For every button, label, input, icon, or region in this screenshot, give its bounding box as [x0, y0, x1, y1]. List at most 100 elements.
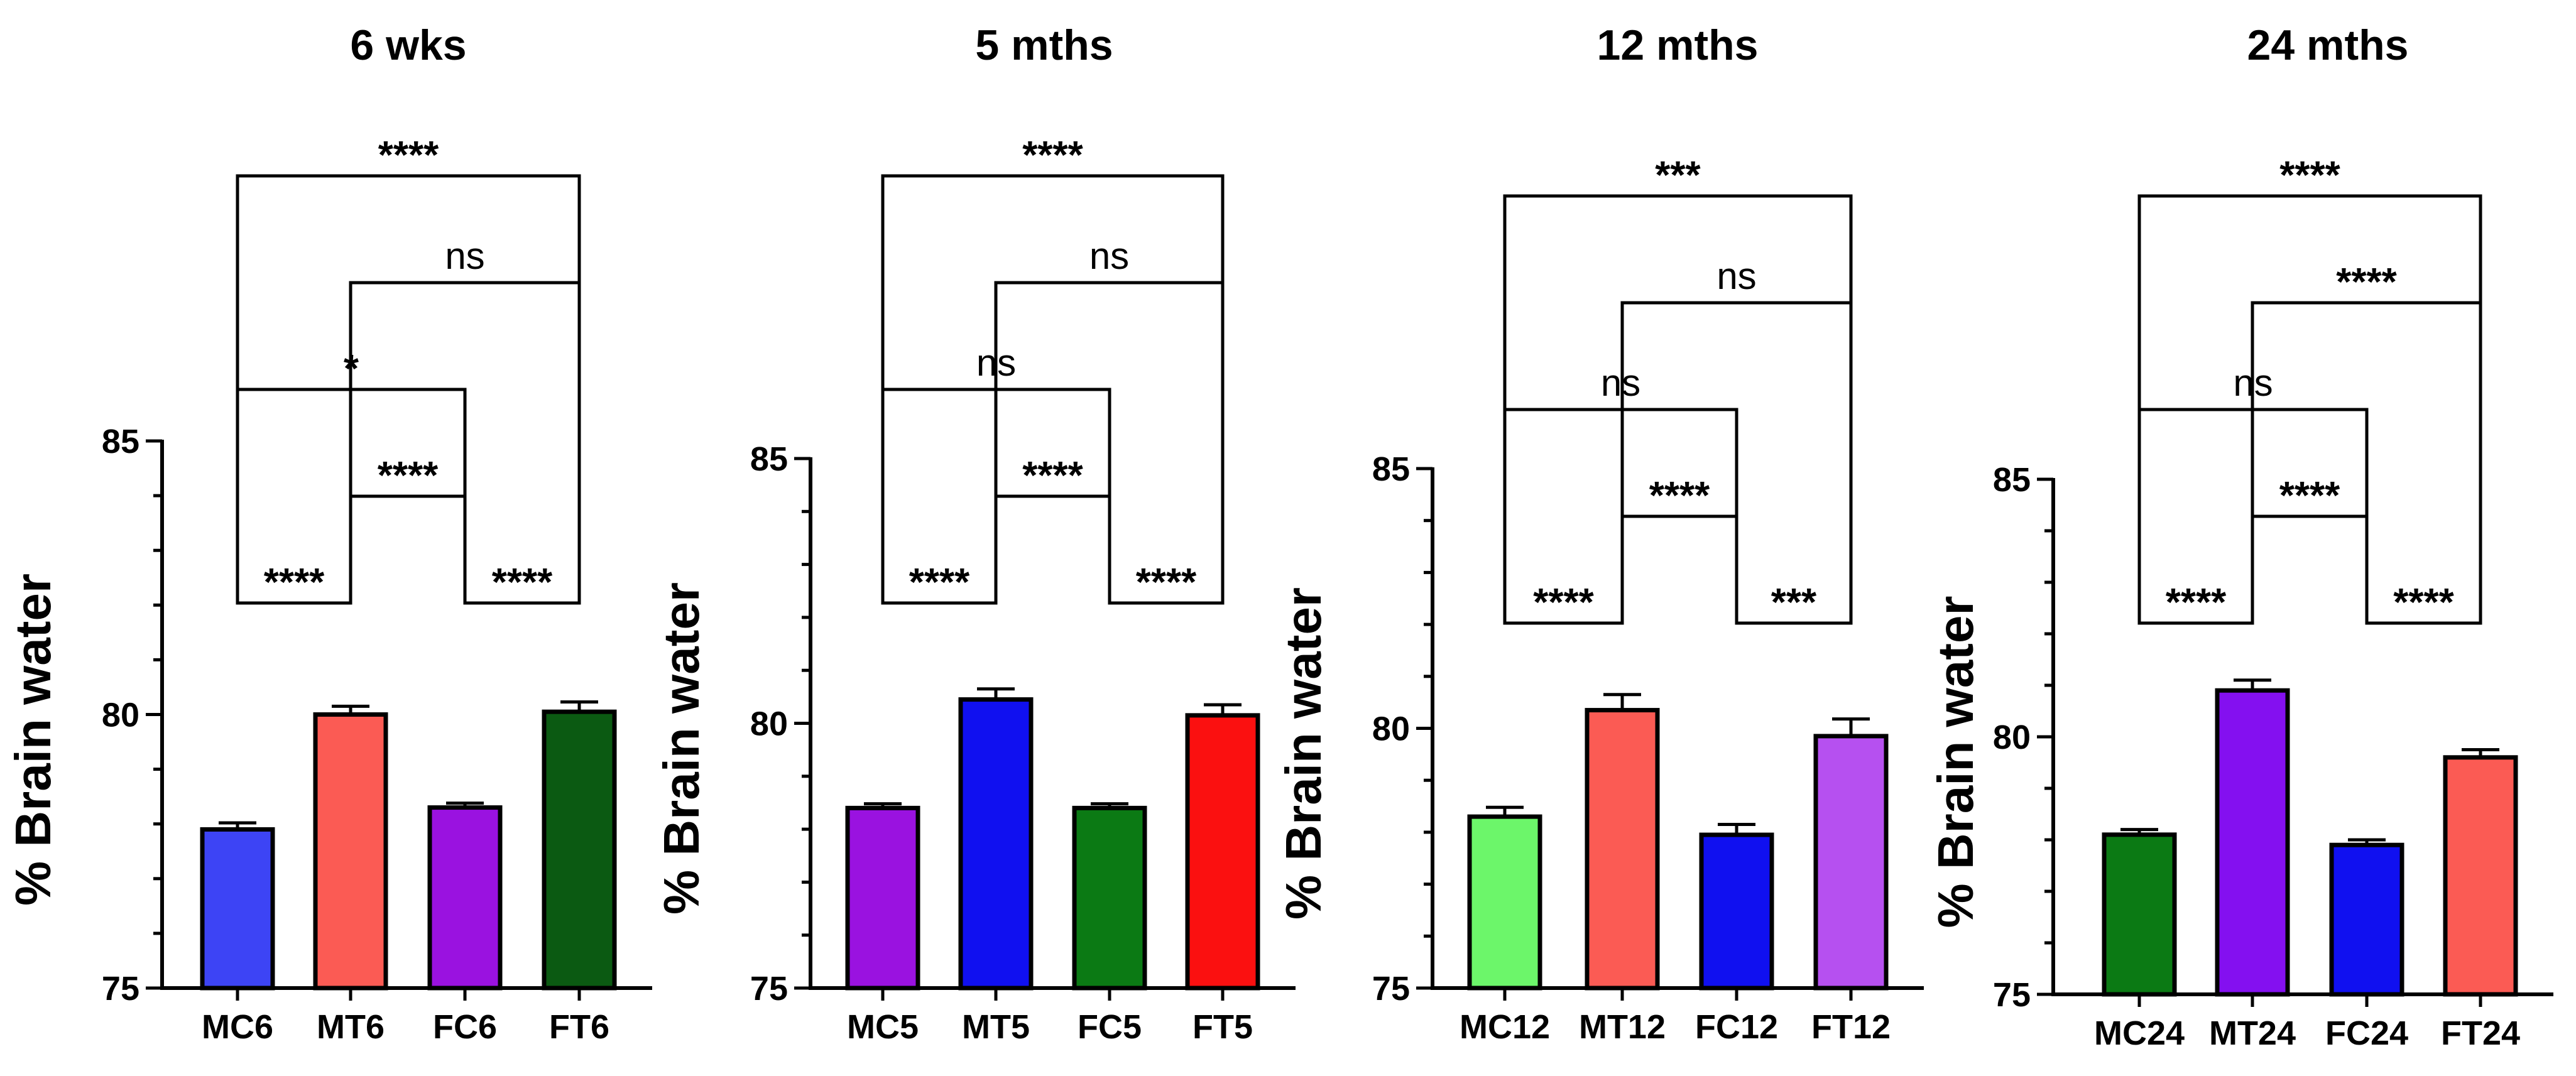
- bar-FT24: [2443, 755, 2518, 997]
- bar-FT12: [1813, 734, 1889, 991]
- significance-bracket: [1108, 565, 1225, 605]
- bar-MC5: [845, 805, 920, 991]
- significance-label: ns: [2233, 362, 2273, 404]
- y-tick-label: 85: [1993, 461, 2031, 499]
- significance-label: ****: [378, 454, 439, 497]
- significance-bracket: [994, 494, 1111, 565]
- bar-FC24: [2329, 842, 2404, 997]
- bar-FC5: [1072, 805, 1147, 991]
- bar-FT5: [1185, 713, 1260, 991]
- bar-MT5: [958, 697, 1034, 991]
- significance-label: ****: [378, 134, 439, 177]
- panel-4: 24 mths % Brain water 75 80 85 MC24 MT24 FC24 FT…: [1928, 21, 2553, 1052]
- significance-bracket: [1503, 408, 1738, 575]
- x-tick-label: FT5: [1192, 1008, 1253, 1046]
- x-tick-label: MC12: [1460, 1008, 1550, 1046]
- panel-title: 6 wks: [350, 21, 466, 69]
- significance-label: ****: [909, 561, 970, 604]
- y-axis-label: % Brain water: [1928, 595, 1984, 928]
- bar-FC12: [1699, 832, 1774, 991]
- significance-label: ****: [2393, 581, 2454, 624]
- panel-3: 12 mths % Brain water 75 80 85 MC12 MT12 FC12 FT…: [1275, 21, 1924, 1046]
- significance-bracket: [881, 388, 1111, 565]
- significance-label: ****: [2279, 154, 2340, 197]
- y-tick-label: 80: [1372, 710, 1410, 748]
- significance-label: ns: [1089, 235, 1129, 277]
- y-tick-label: 75: [750, 970, 788, 1008]
- bar-FT6: [542, 709, 617, 991]
- significance-label: ns: [1716, 255, 1756, 297]
- significance-label: ****: [1022, 454, 1083, 497]
- significance-bracket: [2137, 194, 2482, 586]
- y-axis-label: % Brain water: [5, 573, 61, 906]
- panel-title: 5 mths: [975, 21, 1113, 69]
- significance-label: ns: [445, 235, 484, 277]
- significance-label: *: [344, 347, 359, 391]
- significance-bracket: [236, 388, 467, 548]
- significance-bracket: [994, 281, 1225, 565]
- significance-bracket: [1503, 575, 1624, 625]
- significance-label: ns: [1601, 362, 1640, 404]
- significance-label: ***: [1771, 581, 1817, 624]
- significance-bracket: [349, 494, 467, 548]
- x-tick-label: MT12: [1579, 1008, 1666, 1046]
- significance-bracket: [1620, 301, 1853, 575]
- significance-bracket: [1620, 514, 1738, 575]
- bar-MT6: [313, 712, 388, 991]
- bar-MT12: [1585, 708, 1660, 991]
- significance-bracket: [1503, 194, 1853, 575]
- y-tick-label: 80: [1993, 719, 2031, 756]
- significance-label: ns: [976, 342, 1016, 384]
- bar-MC6: [200, 827, 275, 991]
- significance-label: ****: [1649, 474, 1710, 518]
- significance-label: ***: [1655, 154, 1701, 197]
- bar-FC6: [427, 805, 503, 991]
- bar-MT24: [2215, 688, 2290, 997]
- significance-bracket: [463, 548, 581, 605]
- y-tick-label: 75: [1993, 976, 2031, 1014]
- significance-bracket: [1735, 575, 1853, 625]
- bar-MC12: [1467, 814, 1542, 991]
- y-axis-label: % Brain water: [1275, 587, 1331, 920]
- significance-label: ****: [264, 561, 325, 604]
- significance-bracket: [349, 281, 581, 548]
- x-tick-label: MC24: [2094, 1014, 2185, 1052]
- x-tick-label: FC5: [1078, 1008, 1142, 1046]
- y-axis-label: % Brain water: [653, 582, 709, 915]
- significance-label: ****: [2336, 261, 2397, 304]
- significance-label: ****: [2279, 474, 2340, 518]
- x-tick-label: FT24: [2441, 1014, 2520, 1052]
- x-tick-label: MT5: [962, 1008, 1030, 1046]
- panel-title: 12 mths: [1597, 21, 1759, 69]
- significance-label: ****: [492, 561, 553, 604]
- significance-bracket: [236, 548, 352, 605]
- panel-title: 24 mths: [2247, 21, 2409, 69]
- significance-bracket: [2251, 301, 2482, 586]
- significance-bracket: [2365, 586, 2482, 625]
- significance-bracket: [881, 565, 998, 605]
- significance-bracket: [2137, 408, 2369, 586]
- y-tick-label: 75: [102, 970, 139, 1008]
- y-tick-label: 75: [1372, 970, 1410, 1008]
- significance-label: ****: [1022, 134, 1083, 177]
- y-tick-label: 85: [750, 440, 788, 478]
- x-tick-label: FT6: [549, 1008, 609, 1046]
- bar-MC24: [2102, 832, 2177, 997]
- x-tick-label: FC12: [1695, 1008, 1778, 1046]
- x-tick-label: FC6: [433, 1008, 497, 1046]
- y-tick-label: 85: [102, 423, 139, 460]
- significance-label: ****: [2166, 581, 2227, 624]
- x-tick-label: MC6: [202, 1008, 273, 1046]
- significance-bracket: [2137, 586, 2254, 625]
- x-tick-label: FT12: [1811, 1008, 1891, 1046]
- y-tick-label: 80: [750, 705, 788, 743]
- significance-label: ****: [1136, 561, 1197, 604]
- y-tick-label: 85: [1372, 450, 1410, 488]
- x-tick-label: FC24: [2325, 1014, 2408, 1052]
- significance-label: ****: [1533, 581, 1594, 624]
- x-tick-label: MT24: [2209, 1014, 2296, 1052]
- x-tick-label: MC5: [847, 1008, 919, 1046]
- significance-bracket: [881, 174, 1225, 565]
